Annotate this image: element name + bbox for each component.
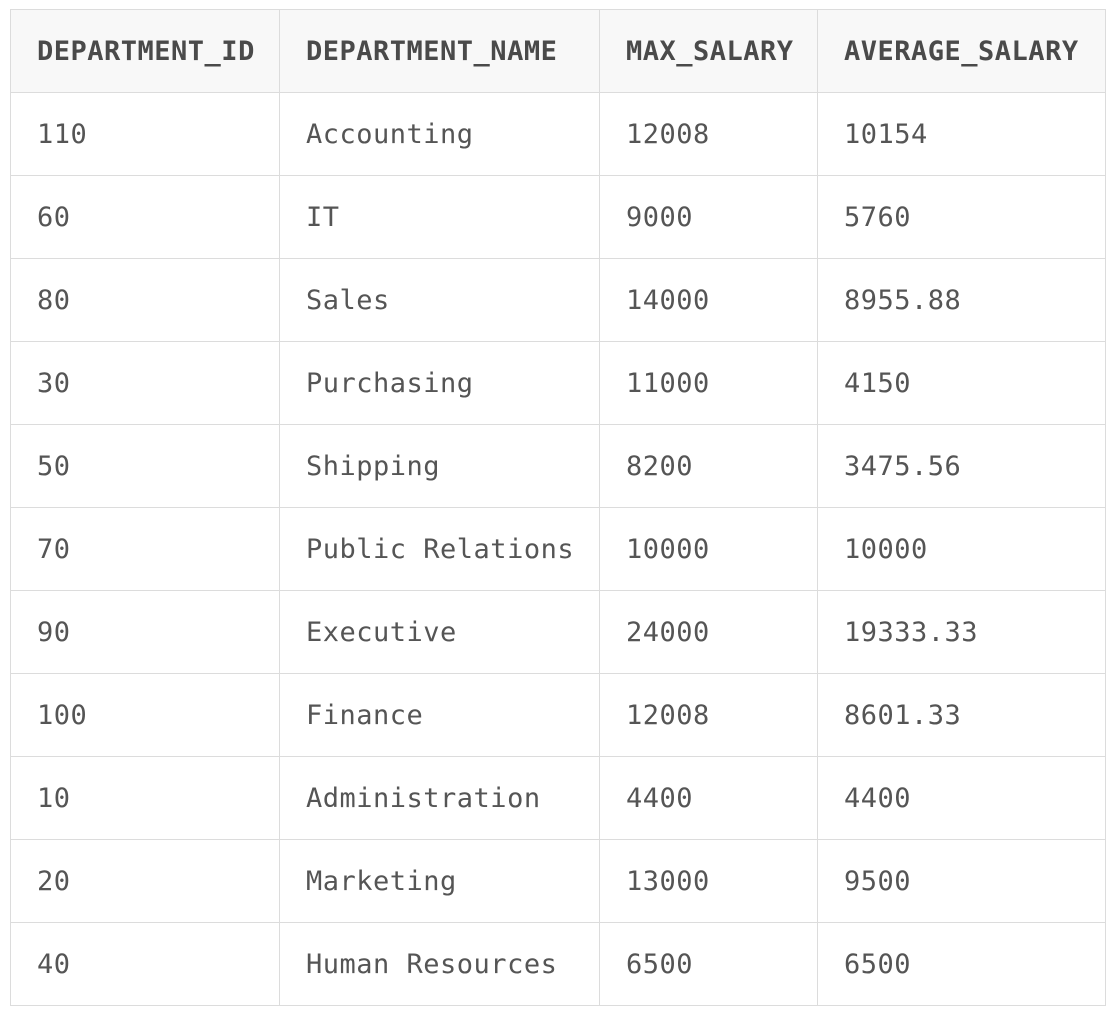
table-row: 60 IT 9000 5760 bbox=[10, 175, 1106, 259]
cell-department-id: 90 bbox=[10, 590, 280, 674]
column-header-max-salary: MAX_SALARY bbox=[599, 9, 818, 93]
cell-average-salary: 4150 bbox=[817, 341, 1106, 425]
cell-department-name: Purchasing bbox=[279, 341, 600, 425]
cell-average-salary: 8601.33 bbox=[817, 673, 1106, 757]
cell-department-id: 40 bbox=[10, 922, 280, 1006]
table-row: 50 Shipping 8200 3475.56 bbox=[10, 424, 1106, 508]
cell-average-salary: 9500 bbox=[817, 839, 1106, 923]
cell-average-salary: 10154 bbox=[817, 92, 1106, 176]
table-row: 100 Finance 12008 8601.33 bbox=[10, 673, 1106, 757]
cell-department-id: 10 bbox=[10, 756, 280, 840]
cell-max-salary: 9000 bbox=[599, 175, 818, 259]
cell-department-name: IT bbox=[279, 175, 600, 259]
cell-department-name: Administration bbox=[279, 756, 600, 840]
cell-department-name: Accounting bbox=[279, 92, 600, 176]
cell-department-id: 30 bbox=[10, 341, 280, 425]
table-row: 90 Executive 24000 19333.33 bbox=[10, 590, 1106, 674]
table-body: 110 Accounting 12008 10154 60 IT 9000 5760 80 Sal… bbox=[10, 92, 1106, 1006]
cell-max-salary: 14000 bbox=[599, 258, 818, 342]
cell-max-salary: 8200 bbox=[599, 424, 818, 508]
cell-max-salary: 24000 bbox=[599, 590, 818, 674]
cell-department-name: Public Relations bbox=[279, 507, 600, 591]
table-row: 40 Human Resources 6500 6500 bbox=[10, 922, 1106, 1006]
column-header-department-name: DEPARTMENT_NAME bbox=[279, 9, 600, 93]
cell-max-salary: 4400 bbox=[599, 756, 818, 840]
cell-department-id: 80 bbox=[10, 258, 280, 342]
cell-department-name: Human Resources bbox=[279, 922, 600, 1006]
column-header-department-id: DEPARTMENT_ID bbox=[10, 9, 280, 93]
cell-max-salary: 12008 bbox=[599, 673, 818, 757]
cell-department-id: 60 bbox=[10, 175, 280, 259]
cell-department-name: Shipping bbox=[279, 424, 600, 508]
column-header-average-salary: AVERAGE_SALARY bbox=[817, 9, 1106, 93]
table-row: 70 Public Relations 10000 10000 bbox=[10, 507, 1106, 591]
cell-average-salary: 8955.88 bbox=[817, 258, 1106, 342]
cell-department-name: Marketing bbox=[279, 839, 600, 923]
cell-max-salary: 6500 bbox=[599, 922, 818, 1006]
cell-average-salary: 10000 bbox=[817, 507, 1106, 591]
cell-department-id: 110 bbox=[10, 92, 280, 176]
cell-average-salary: 4400 bbox=[817, 756, 1106, 840]
results-table-container: DEPARTMENT_ID DEPARTMENT_NAME MAX_SALARY… bbox=[10, 9, 1106, 1006]
header-row: DEPARTMENT_ID DEPARTMENT_NAME MAX_SALARY… bbox=[10, 9, 1106, 93]
table-header: DEPARTMENT_ID DEPARTMENT_NAME MAX_SALARY… bbox=[10, 9, 1106, 93]
cell-department-name: Sales bbox=[279, 258, 600, 342]
cell-department-id: 100 bbox=[10, 673, 280, 757]
cell-average-salary: 6500 bbox=[817, 922, 1106, 1006]
table-row: 110 Accounting 12008 10154 bbox=[10, 92, 1106, 176]
cell-average-salary: 5760 bbox=[817, 175, 1106, 259]
cell-department-name: Executive bbox=[279, 590, 600, 674]
table-row: 80 Sales 14000 8955.88 bbox=[10, 258, 1106, 342]
results-table: DEPARTMENT_ID DEPARTMENT_NAME MAX_SALARY… bbox=[10, 9, 1106, 1006]
table-row: 20 Marketing 13000 9500 bbox=[10, 839, 1106, 923]
cell-department-id: 20 bbox=[10, 839, 280, 923]
cell-max-salary: 10000 bbox=[599, 507, 818, 591]
table-row: 10 Administration 4400 4400 bbox=[10, 756, 1106, 840]
cell-max-salary: 11000 bbox=[599, 341, 818, 425]
cell-max-salary: 13000 bbox=[599, 839, 818, 923]
cell-average-salary: 3475.56 bbox=[817, 424, 1106, 508]
cell-max-salary: 12008 bbox=[599, 92, 818, 176]
cell-department-name: Finance bbox=[279, 673, 600, 757]
table-row: 30 Purchasing 11000 4150 bbox=[10, 341, 1106, 425]
cell-average-salary: 19333.33 bbox=[817, 590, 1106, 674]
cell-department-id: 50 bbox=[10, 424, 280, 508]
cell-department-id: 70 bbox=[10, 507, 280, 591]
